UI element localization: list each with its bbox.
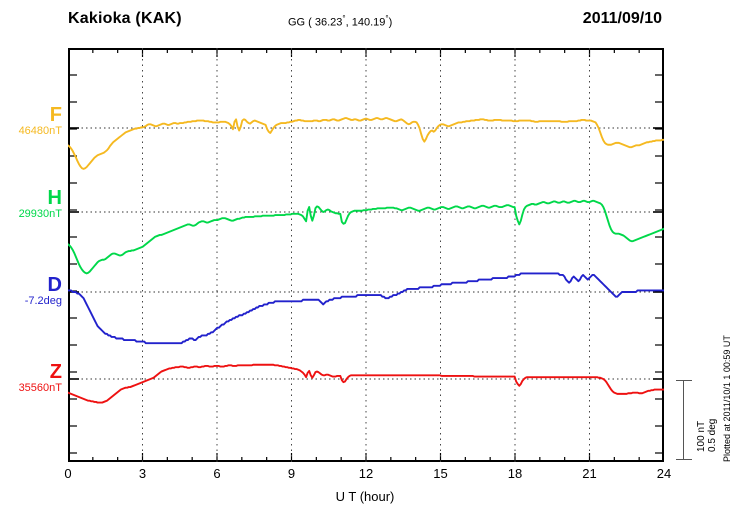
component-label-d: D -7.2deg [0,275,62,308]
x-tick-label: 18 [507,466,523,481]
x-tick-label: 12 [358,466,374,481]
component-symbol-d: D [47,274,62,296]
geo-coords-prefix: GG ( 36.23 [288,16,343,29]
component-baseline-z: 35560nT [18,382,62,394]
component-baseline-d: -7.2deg [24,295,62,307]
axis-right [662,48,664,462]
geo-coords-suffix: ) [388,16,393,29]
axis-left [68,48,70,462]
x-tick-label: 21 [582,466,597,481]
chart-canvas [68,48,664,462]
x-tick-label: 24 [656,466,672,481]
component-symbol-h: H [47,187,62,209]
x-tick-label: 6 [213,466,221,481]
geo-coords-mid: , 140.19 [345,16,386,29]
component-symbol-z: Z [49,361,62,383]
degree-symbol-lon: ° [385,14,389,23]
plotted-at-timestamp: Plotted at 2011/10/1 1 00:59 UT [722,335,730,462]
x-tick-label: 9 [287,466,296,481]
x-axis-title: U T (hour) [335,489,395,504]
component-label-z: Z 35560nT [0,362,62,395]
page-title: Kakioka (KAK) [68,10,182,27]
scale-bar [676,380,692,460]
component-label-h: H 29930nT [0,188,62,221]
x-tick-label: 15 [433,466,448,481]
scale-label-nt: 100 nT [696,420,707,452]
observation-date: 2011/09/10 [582,10,662,27]
scale-bar-stem [683,380,685,460]
component-baseline-f: 46480nT [18,125,62,137]
x-tick-label: 0 [64,466,72,481]
component-baseline-h: 29930nT [18,208,62,220]
degree-symbol-lat: ° [342,14,346,23]
scale-label-deg: 0.5 deg [707,418,718,452]
plot-area [68,48,664,462]
geographic-coordinates: GG ( 36.23°, 140.19°) [288,14,392,29]
x-tick-label: 3 [138,466,147,481]
component-symbol-f: F [49,104,62,126]
component-label-f: F 46480nT [0,105,62,138]
scale-bar-cap-bottom [676,458,692,460]
